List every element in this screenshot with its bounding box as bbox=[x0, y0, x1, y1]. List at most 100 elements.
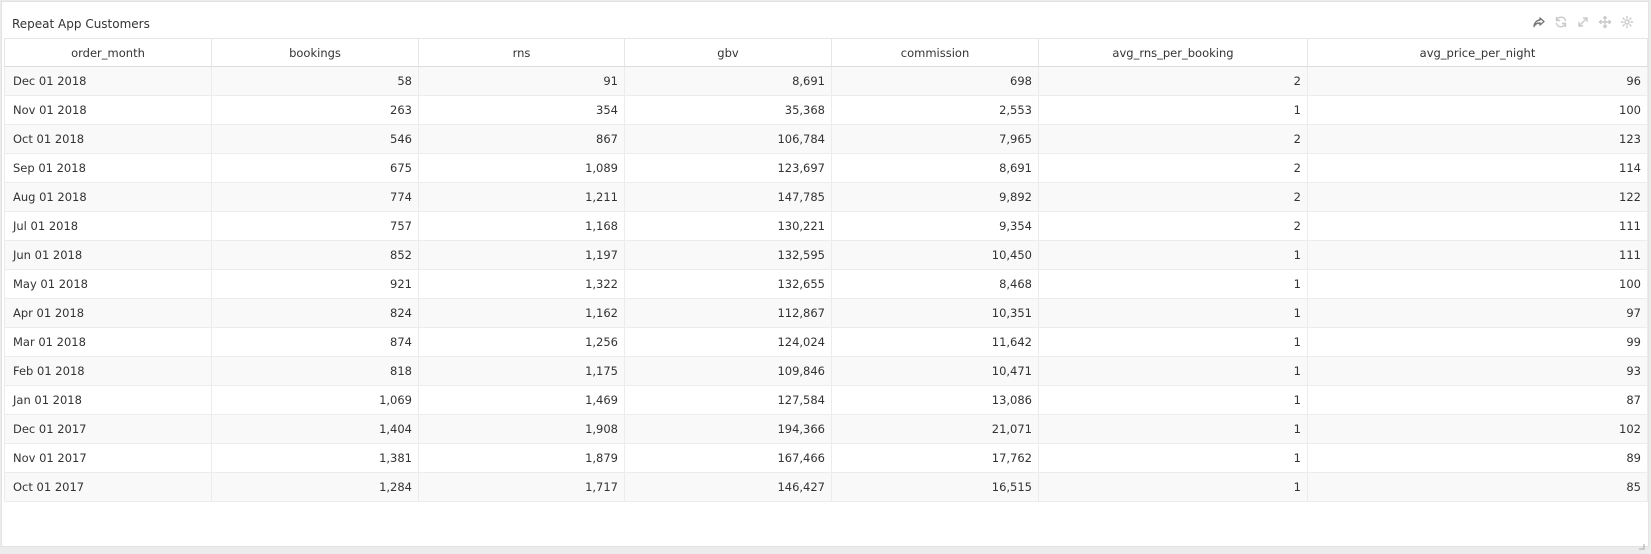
table-cell-order-month: Sep 01 2018 bbox=[4, 153, 212, 183]
table-body: Dec 01 2018 58 91 8,691 698 2 96 Nov 01 2018 263… bbox=[4, 66, 1648, 502]
table-cell-avg-price-per-night: 123 bbox=[1307, 124, 1648, 154]
table-row: Dec 01 2017 1,404 1,908 194,366 21,071 1 102 bbox=[4, 414, 1648, 444]
table-cell-bookings: 852 bbox=[211, 240, 419, 270]
table-cell-bookings: 1,404 bbox=[211, 414, 419, 444]
table-cell-avg-rns-per-booking: 2 bbox=[1038, 66, 1308, 96]
table-cell-avg-price-per-night: 122 bbox=[1307, 182, 1648, 212]
table-cell-avg-price-per-night: 99 bbox=[1307, 327, 1648, 357]
table-cell-bookings: 675 bbox=[211, 153, 419, 183]
table-cell-order-month: Feb 01 2018 bbox=[4, 356, 212, 386]
table-cell-rns: 1,469 bbox=[418, 385, 625, 415]
table-cell-gbv: 146,427 bbox=[624, 472, 832, 502]
table-cell-order-month: Oct 01 2018 bbox=[4, 124, 212, 154]
table-cell-commission: 698 bbox=[831, 66, 1039, 96]
table-header-row: order_month bookings rns gbv commission avg_r… bbox=[4, 38, 1648, 67]
table-row: Apr 01 2018 824 1,162 112,867 10,351 1 97 bbox=[4, 298, 1648, 328]
table-cell-bookings: 824 bbox=[211, 298, 419, 328]
table-cell-bookings: 818 bbox=[211, 356, 419, 386]
table-cell-order-month: Nov 01 2017 bbox=[4, 443, 212, 473]
share-icon[interactable] bbox=[1532, 15, 1546, 29]
table-cell-avg-rns-per-booking: 1 bbox=[1038, 356, 1308, 386]
table-cell-rns: 91 bbox=[418, 66, 625, 96]
table-row: Oct 01 2018 546 867 106,784 7,965 2 123 bbox=[4, 124, 1648, 154]
table-cell-avg-rns-per-booking: 1 bbox=[1038, 443, 1308, 473]
panel-header: Repeat App Customers bbox=[2, 2, 1648, 38]
table-row: Jan 01 2018 1,069 1,469 127,584 13,086 1 87 bbox=[4, 385, 1648, 415]
table-cell-avg-price-per-night: 89 bbox=[1307, 443, 1648, 473]
table-cell-gbv: 112,867 bbox=[624, 298, 832, 328]
table-cell-gbv: 106,784 bbox=[624, 124, 832, 154]
table-row: May 01 2018 921 1,322 132,655 8,468 1 100 bbox=[4, 269, 1648, 299]
table-cell-gbv: 167,466 bbox=[624, 443, 832, 473]
table-row: Oct 01 2017 1,284 1,717 146,427 16,515 1 85 bbox=[4, 472, 1648, 502]
table-row: Nov 01 2018 263 354 35,368 2,553 1 100 bbox=[4, 95, 1648, 125]
table-cell-commission: 21,071 bbox=[831, 414, 1039, 444]
table-cell-avg-price-per-night: 87 bbox=[1307, 385, 1648, 415]
table-cell-gbv: 147,785 bbox=[624, 182, 832, 212]
column-header-gbv[interactable]: gbv bbox=[624, 38, 832, 67]
table-cell-gbv: 132,655 bbox=[624, 269, 832, 299]
column-header-avg-price-per-night[interactable]: avg_price_per_night bbox=[1307, 38, 1648, 67]
table-cell-rns: 1,322 bbox=[418, 269, 625, 299]
refresh-icon[interactable] bbox=[1554, 15, 1568, 29]
table-cell-order-month: Mar 01 2018 bbox=[4, 327, 212, 357]
table-cell-avg-rns-per-booking: 1 bbox=[1038, 95, 1308, 125]
table-cell-rns: 1,168 bbox=[418, 211, 625, 241]
panel-toolbar bbox=[1532, 15, 1634, 29]
table-cell-order-month: Dec 01 2018 bbox=[4, 66, 212, 96]
table-cell-avg-price-per-night: 93 bbox=[1307, 356, 1648, 386]
resize-handle-icon[interactable] bbox=[1637, 535, 1645, 550]
table-cell-bookings: 1,381 bbox=[211, 443, 419, 473]
table-cell-avg-price-per-night: 100 bbox=[1307, 95, 1648, 125]
table-cell-commission: 8,468 bbox=[831, 269, 1039, 299]
table-cell-commission: 10,351 bbox=[831, 298, 1039, 328]
table-cell-bookings: 58 bbox=[211, 66, 419, 96]
table-cell-order-month: Jul 01 2018 bbox=[4, 211, 212, 241]
table-cell-order-month: Nov 01 2018 bbox=[4, 95, 212, 125]
column-header-order-month[interactable]: order_month bbox=[4, 38, 212, 67]
table-cell-order-month: Aug 01 2018 bbox=[4, 182, 212, 212]
table-cell-avg-rns-per-booking: 2 bbox=[1038, 124, 1308, 154]
table-cell-gbv: 132,595 bbox=[624, 240, 832, 270]
table-cell-order-month: Dec 01 2017 bbox=[4, 414, 212, 444]
table-cell-avg-price-per-night: 102 bbox=[1307, 414, 1648, 444]
data-table-container[interactable]: order_month bookings rns gbv commission avg_r… bbox=[4, 38, 1648, 502]
table-cell-avg-price-per-night: 85 bbox=[1307, 472, 1648, 502]
table-cell-bookings: 1,069 bbox=[211, 385, 419, 415]
expand-icon[interactable] bbox=[1576, 15, 1590, 29]
table-cell-rns: 1,211 bbox=[418, 182, 625, 212]
table-cell-commission: 9,892 bbox=[831, 182, 1039, 212]
table-cell-bookings: 757 bbox=[211, 211, 419, 241]
table-cell-avg-rns-per-booking: 1 bbox=[1038, 327, 1308, 357]
table-row: Jun 01 2018 852 1,197 132,595 10,450 1 111 bbox=[4, 240, 1648, 270]
table-row: Sep 01 2018 675 1,089 123,697 8,691 2 114 bbox=[4, 153, 1648, 183]
column-header-rns[interactable]: rns bbox=[418, 38, 625, 67]
table-cell-avg-rns-per-booking: 2 bbox=[1038, 153, 1308, 183]
settings-icon[interactable] bbox=[1620, 15, 1634, 29]
table-row: Mar 01 2018 874 1,256 124,024 11,642 1 99 bbox=[4, 327, 1648, 357]
table-cell-commission: 13,086 bbox=[831, 385, 1039, 415]
column-header-avg-rns-per-booking[interactable]: avg_rns_per_booking bbox=[1038, 38, 1308, 67]
table-cell-avg-rns-per-booking: 1 bbox=[1038, 414, 1308, 444]
table-cell-rns: 1,089 bbox=[418, 153, 625, 183]
table-cell-avg-rns-per-booking: 1 bbox=[1038, 385, 1308, 415]
table-cell-avg-price-per-night: 96 bbox=[1307, 66, 1648, 96]
panel-title: Repeat App Customers bbox=[12, 17, 150, 31]
table-cell-avg-price-per-night: 111 bbox=[1307, 211, 1648, 241]
table-cell-gbv: 8,691 bbox=[624, 66, 832, 96]
table-cell-bookings: 546 bbox=[211, 124, 419, 154]
table-cell-avg-price-per-night: 100 bbox=[1307, 269, 1648, 299]
table-cell-rns: 867 bbox=[418, 124, 625, 154]
table-cell-commission: 10,450 bbox=[831, 240, 1039, 270]
move-icon[interactable] bbox=[1598, 15, 1612, 29]
table-cell-gbv: 123,697 bbox=[624, 153, 832, 183]
column-header-bookings[interactable]: bookings bbox=[211, 38, 419, 67]
table-cell-gbv: 194,366 bbox=[624, 414, 832, 444]
table-cell-commission: 7,965 bbox=[831, 124, 1039, 154]
table-cell-bookings: 263 bbox=[211, 95, 419, 125]
table-row: Dec 01 2018 58 91 8,691 698 2 96 bbox=[4, 66, 1648, 96]
table-cell-gbv: 109,846 bbox=[624, 356, 832, 386]
table-cell-rns: 1,162 bbox=[418, 298, 625, 328]
table-cell-bookings: 874 bbox=[211, 327, 419, 357]
column-header-commission[interactable]: commission bbox=[831, 38, 1039, 67]
